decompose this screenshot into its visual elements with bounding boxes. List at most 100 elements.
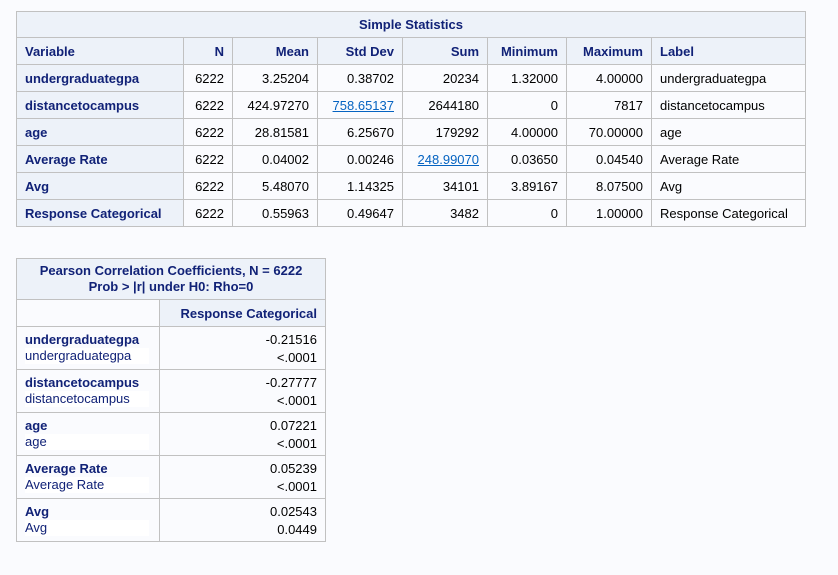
cell-minimum: 0.03650: [487, 145, 567, 173]
cell-maximum: 1.00000: [566, 199, 652, 227]
correlation-value: -0.27777: [265, 375, 317, 390]
cell-minimum: 1.32000: [487, 64, 567, 92]
table-row: undergraduategpa 6222 3.25204 0.38702 20…: [16, 64, 806, 92]
row-header: undergraduategpa undergraduategpa: [16, 326, 160, 370]
table-title: Simple Statistics: [16, 11, 806, 38]
p-value: <.0001: [276, 393, 317, 408]
cell-sum[interactable]: 248.99070: [402, 145, 488, 173]
correlation-cell: 0.07221 <.0001: [159, 412, 326, 456]
row-variable-label: Average Rate: [25, 477, 149, 493]
cell-n: 6222: [183, 91, 233, 119]
cell-std-dev: 0.49647: [317, 199, 403, 227]
cell-sum: 2644180: [402, 91, 488, 119]
p-value: <.0001: [276, 350, 317, 365]
cell-label: Average Rate: [651, 145, 806, 173]
cell-std-dev: 0.00246: [317, 145, 403, 173]
table-row: distancetocampus distancetocampus -0.277…: [16, 369, 326, 413]
correlation-cell: 0.05239 <.0001: [159, 455, 326, 499]
p-value: <.0001: [276, 436, 317, 451]
row-variable-name: Avg: [25, 504, 50, 519]
cell-maximum: 7817: [566, 91, 652, 119]
header-row: Variable N Mean Std Dev Sum Minimum Maxi…: [16, 37, 806, 65]
empty-header-cell: [16, 299, 160, 327]
column-header-minimum: Minimum: [487, 37, 567, 65]
cell-maximum: 4.00000: [566, 64, 652, 92]
row-header: age age: [16, 412, 160, 456]
correlation-value: 0.02543: [270, 504, 317, 519]
correlation-value: 0.07221: [270, 418, 317, 433]
table-title: Pearson Correlation Coefficients, N = 62…: [16, 258, 326, 300]
cell-maximum: 70.00000: [566, 118, 652, 146]
cell-minimum: 3.89167: [487, 172, 567, 200]
row-header: Avg Avg: [16, 498, 160, 542]
row-variable: age: [16, 118, 184, 146]
row-variable: Avg: [16, 172, 184, 200]
row-variable: distancetocampus: [16, 91, 184, 119]
table-row: age age 0.07221 <.0001: [16, 412, 326, 456]
cell-minimum: 0: [487, 199, 567, 227]
cell-n: 6222: [183, 64, 233, 92]
p-value: 0.0449: [277, 522, 317, 537]
column-header-response-categorical: Response Categorical: [159, 299, 326, 327]
cell-n: 6222: [183, 199, 233, 227]
table-row: age 6222 28.81581 6.25670 179292 4.00000…: [16, 118, 806, 146]
correlation-cell: 0.02543 0.0449: [159, 498, 326, 542]
column-header-variable: Variable: [16, 37, 184, 65]
cell-mean: 424.97270: [232, 91, 318, 119]
column-header-n: N: [183, 37, 233, 65]
row-variable-label: Avg: [25, 520, 149, 536]
pearson-correlation-table: Pearson Correlation Coefficients, N = 62…: [16, 258, 326, 542]
cell-mean: 3.25204: [232, 64, 318, 92]
cell-std-dev: 6.25670: [317, 118, 403, 146]
std-dev-link[interactable]: 758.65137: [332, 97, 394, 113]
row-variable-name: age: [25, 418, 48, 433]
correlation-value: 0.05239: [270, 461, 317, 476]
p-value: <.0001: [276, 479, 317, 494]
cell-label: Avg: [651, 172, 806, 200]
cell-std-dev: 1.14325: [317, 172, 403, 200]
correlation-value: -0.21516: [265, 332, 317, 347]
table-row: Average Rate Average Rate 0.05239 <.0001: [16, 455, 326, 499]
column-header-sum: Sum: [402, 37, 488, 65]
title-line-1: Pearson Correlation Coefficients, N = 62…: [39, 263, 303, 278]
cell-mean: 0.04002: [232, 145, 318, 173]
table-row: Average Rate 6222 0.04002 0.00246 248.99…: [16, 145, 806, 173]
cell-n: 6222: [183, 118, 233, 146]
cell-maximum: 0.04540: [566, 145, 652, 173]
header-row: Response Categorical: [16, 299, 326, 327]
row-variable-label: distancetocampus: [25, 391, 149, 407]
column-header-mean: Mean: [232, 37, 318, 65]
cell-minimum: 4.00000: [487, 118, 567, 146]
cell-std-dev[interactable]: 758.65137: [317, 91, 403, 119]
cell-mean: 5.48070: [232, 172, 318, 200]
cell-mean: 0.55963: [232, 199, 318, 227]
sum-link[interactable]: 248.99070: [417, 151, 479, 167]
table-row: Avg 6222 5.48070 1.14325 34101 3.89167 8…: [16, 172, 806, 200]
row-header: Average Rate Average Rate: [16, 455, 160, 499]
cell-sum: 179292: [402, 118, 488, 146]
table-row: distancetocampus 6222 424.97270 758.6513…: [16, 91, 806, 119]
cell-sum: 20234: [402, 64, 488, 92]
column-header-maximum: Maximum: [566, 37, 652, 65]
table-row: Response Categorical 6222 0.55963 0.4964…: [16, 199, 806, 227]
cell-sum: 3482: [402, 199, 488, 227]
cell-n: 6222: [183, 172, 233, 200]
column-header-std-dev: Std Dev: [317, 37, 403, 65]
column-header-label: Label: [651, 37, 806, 65]
table-row: Avg Avg 0.02543 0.0449: [16, 498, 326, 542]
table-row: undergraduategpa undergraduategpa -0.215…: [16, 326, 326, 370]
cell-std-dev: 0.38702: [317, 64, 403, 92]
cell-maximum: 8.07500: [566, 172, 652, 200]
correlation-cell: -0.27777 <.0001: [159, 369, 326, 413]
cell-minimum: 0: [487, 91, 567, 119]
cell-label: undergraduategpa: [651, 64, 806, 92]
row-variable-label: undergraduategpa: [25, 348, 149, 364]
row-header: distancetocampus distancetocampus: [16, 369, 160, 413]
title-line-2: Prob > |r| under H0: Rho=0: [88, 279, 254, 294]
row-variable-label: age: [25, 434, 149, 450]
row-variable: Response Categorical: [16, 199, 184, 227]
cell-mean: 28.81581: [232, 118, 318, 146]
cell-label: Response Categorical: [651, 199, 806, 227]
cell-n: 6222: [183, 145, 233, 173]
row-variable: Average Rate: [16, 145, 184, 173]
